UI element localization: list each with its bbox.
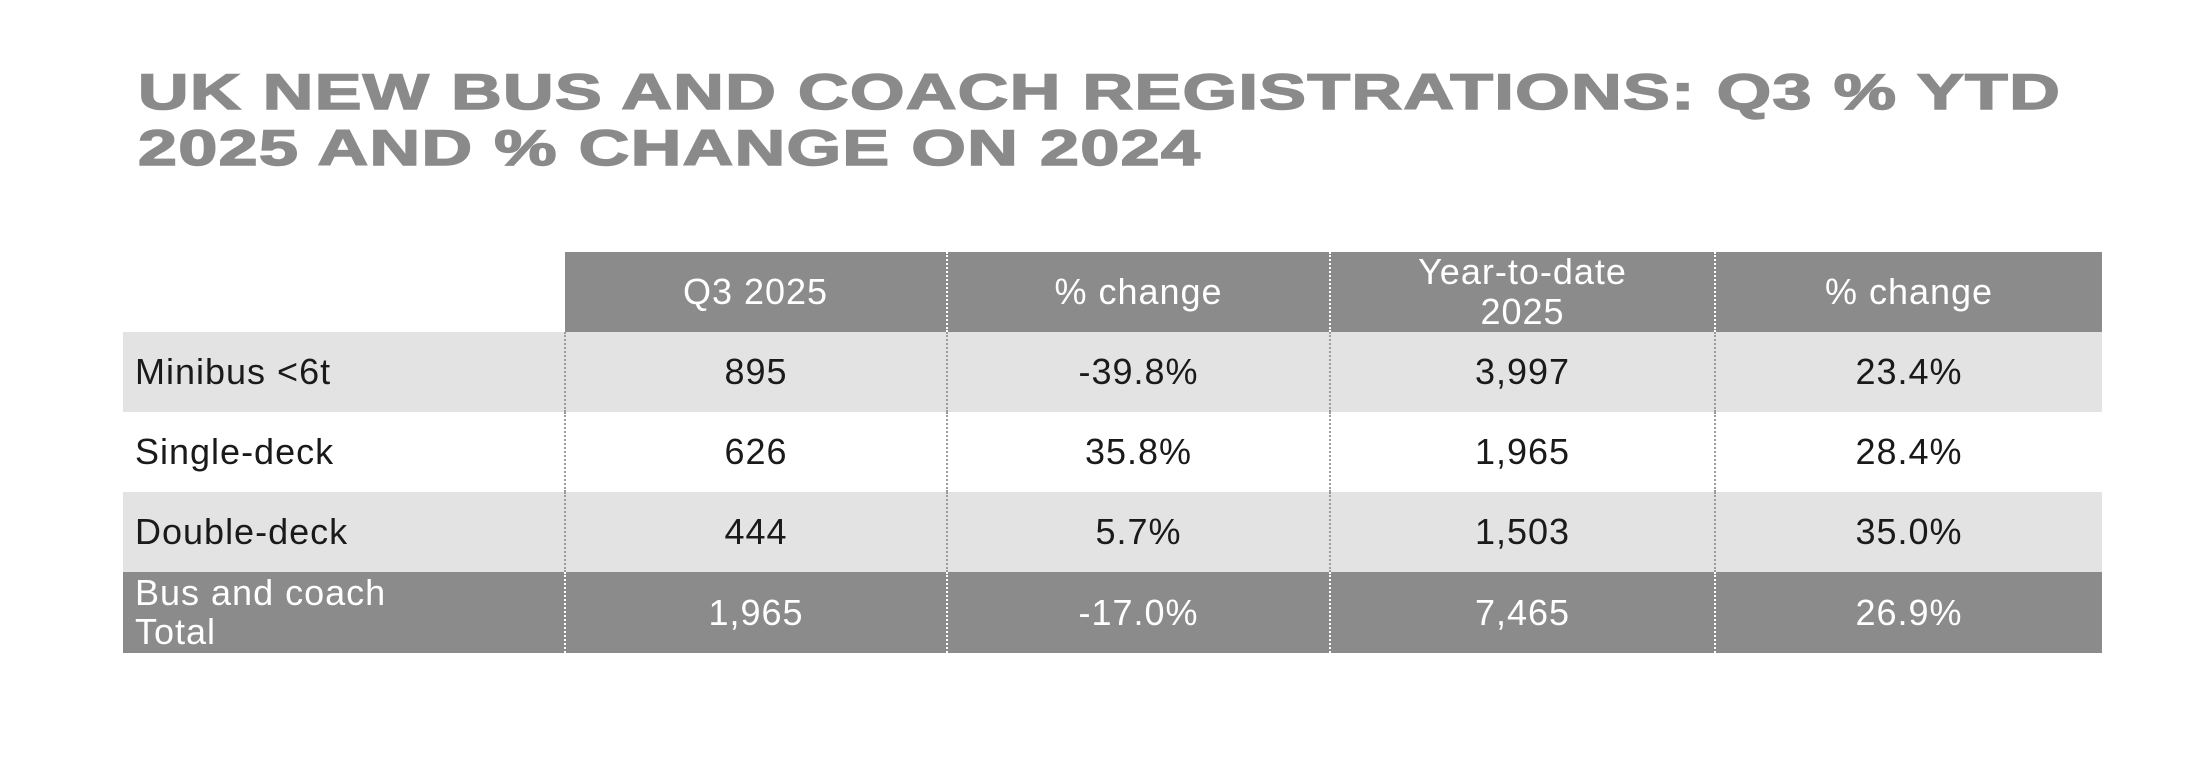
row-label: Minibus <6t [123,332,565,412]
data-cell-q3-pct: 5.7% [946,492,1330,572]
data-cell-q3-value: 444 [564,492,947,572]
table-row-total: Bus and coach Total 1,965 -17.0% 7,465 2… [123,572,2102,653]
data-cell-q3-value: 895 [564,332,947,412]
page-title-line-1: UK NEW BUS AND COACH REGISTRATIONS: Q3 %… [137,63,2062,121]
data-cell-q3-pct: 35.8% [946,412,1330,492]
row-label: Double-deck [123,492,565,572]
table-header-row: Q3 2025 % change Year-to-date 2025 % cha… [123,252,2102,332]
data-cell-ytd-pct: 23.4% [1714,332,2102,412]
data-cell-ytd-pct: 26.9% [1714,572,2102,653]
row-label: Bus and coach Total [123,572,565,653]
corner-cell [123,252,565,332]
data-cell-ytd-value: 7,465 [1329,572,1715,653]
page-title: UK NEW BUS AND COACH REGISTRATIONS: Q3 %… [137,63,2062,177]
data-cell-ytd-pct: 35.0% [1714,492,2102,572]
page-title-line-2: 2025 AND % CHANGE ON 2024 [137,119,1202,177]
column-header-q3-2025: Q3 2025 [565,252,947,332]
table-row-double-deck: Double-deck 444 5.7% 1,503 35.0% [123,492,2102,572]
data-cell-ytd-value: 1,503 [1329,492,1715,572]
row-label: Single-deck [135,430,335,472]
data-cell-q3-pct: -17.0% [946,572,1330,653]
registrations-table: Q3 2025 % change Year-to-date 2025 % cha… [123,252,2102,653]
data-cell-ytd-value: 1,965 [1329,412,1715,492]
table-row-single-deck: Single-deck 626 35.8% 1,965 28.4% [123,412,2102,492]
data-cell-ytd-pct: 28.4% [1714,412,2102,492]
data-cell-q3-pct: -39.8% [946,332,1330,412]
table-row-minibus: Minibus <6t 895 -39.8% 3,997 23.4% [123,332,2102,412]
column-header-q3-pct-change: % change [946,252,1330,332]
data-cell-q3-value: 1,965 [564,572,947,653]
column-header-ytd-2025: Year-to-date 2025 [1329,252,1715,332]
data-cell-ytd-value: 3,997 [1329,332,1715,412]
data-cell-q3-value: 626 [564,412,947,492]
column-header-ytd-pct-change: % change [1714,252,2102,332]
